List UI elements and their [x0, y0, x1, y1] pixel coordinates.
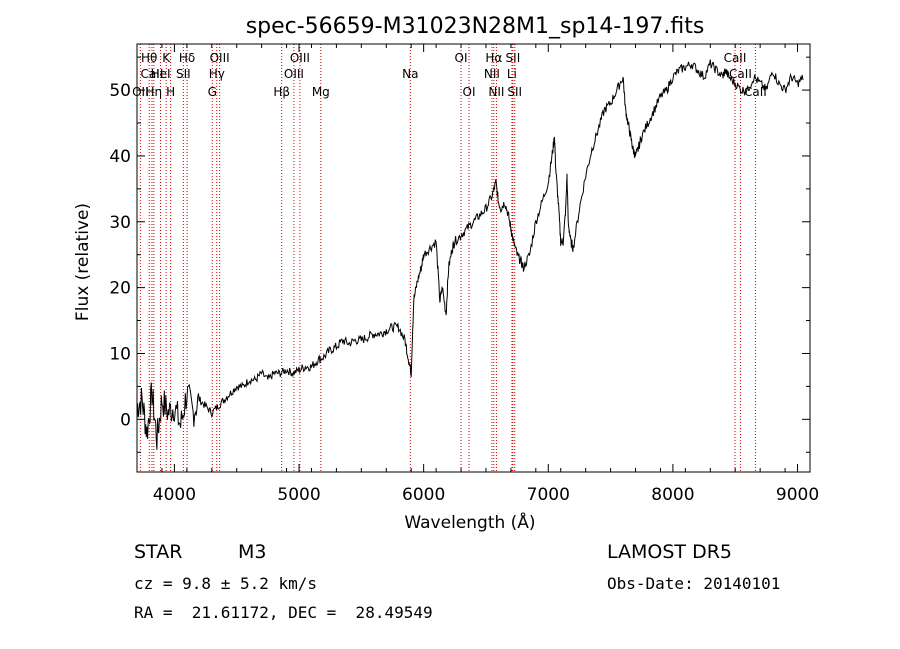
- x-tick-label: 9000: [776, 485, 819, 505]
- y-axis-ticks: 0 10 20 30 40 50: [109, 56, 810, 453]
- y-tick-label: 50: [109, 81, 131, 101]
- line-label-h: H: [166, 85, 175, 99]
- line-label-oiii: OIII: [210, 51, 230, 65]
- line-label-oiii: OIII: [284, 67, 304, 81]
- obs-date: Obs-Date: 20140101: [607, 574, 781, 593]
- ra-dec: RA = 21.61172, DEC = 28.49549: [134, 603, 433, 622]
- line-label-oii: OII: [132, 85, 149, 99]
- x-axis-label: Wavelength (Å): [404, 511, 535, 533]
- spectrum-line: [136, 59, 804, 450]
- redshift-value: cz = 9.8 ± 5.2 km/s: [134, 574, 318, 593]
- line-label-hη: Hη: [146, 85, 163, 99]
- line-label-oi: OI: [463, 85, 476, 99]
- x-tick-label: 7000: [527, 485, 570, 505]
- chart-title: spec-56659-M31023N28M1_sp14-197.fits: [246, 14, 705, 39]
- line-label-hβ: Hβ: [273, 85, 290, 99]
- line-label-hei: HeI: [151, 67, 171, 81]
- x-tick-label: 6000: [402, 485, 445, 505]
- x-axis-ticks: 4000 5000 6000 7000 8000 9000: [136, 44, 819, 505]
- line-label-hγ: Hγ: [209, 67, 225, 81]
- line-label-g: G: [208, 85, 217, 99]
- line-label-sii: SII: [506, 51, 521, 65]
- y-tick-label: 40: [109, 147, 131, 167]
- line-label-hδ: Hδ: [179, 51, 195, 65]
- line-label-hθ: Hθ: [141, 51, 157, 65]
- y-tick-label: 10: [109, 344, 131, 364]
- x-tick-label: 4000: [153, 485, 196, 505]
- y-tick-label: 30: [109, 213, 131, 233]
- line-label-oiii: OIII: [290, 51, 310, 65]
- line-label-sii: SII: [507, 85, 522, 99]
- line-label-caii: CaII: [724, 51, 747, 65]
- line-label-caii: CaII: [141, 67, 164, 81]
- line-label-sii: SII: [176, 67, 191, 81]
- survey-label: LAMOST DR5: [607, 541, 732, 563]
- emission-line-markers: [139, 44, 756, 472]
- line-label-oi: OI: [455, 51, 468, 65]
- line-label-hα: Hα: [485, 51, 502, 65]
- plot-frame: [136, 43, 811, 473]
- x-tick-label: 8000: [651, 485, 694, 505]
- y-axis-label: Flux (relative): [73, 203, 93, 321]
- line-label-nii: NII: [488, 85, 504, 99]
- line-label-mg: Mg: [312, 85, 330, 99]
- line-label-li: Li: [507, 67, 517, 81]
- y-tick-label: 20: [109, 279, 131, 299]
- line-label-na: Na: [402, 67, 418, 81]
- line-label-k: K: [162, 51, 171, 65]
- object-class: STAR: [134, 541, 183, 563]
- x-tick-label: 5000: [277, 485, 320, 505]
- object-subclass: M3: [238, 541, 267, 563]
- line-label-caii: CaII: [729, 67, 752, 81]
- y-tick-label: 0: [120, 410, 131, 430]
- line-label-nii: NII: [484, 67, 500, 81]
